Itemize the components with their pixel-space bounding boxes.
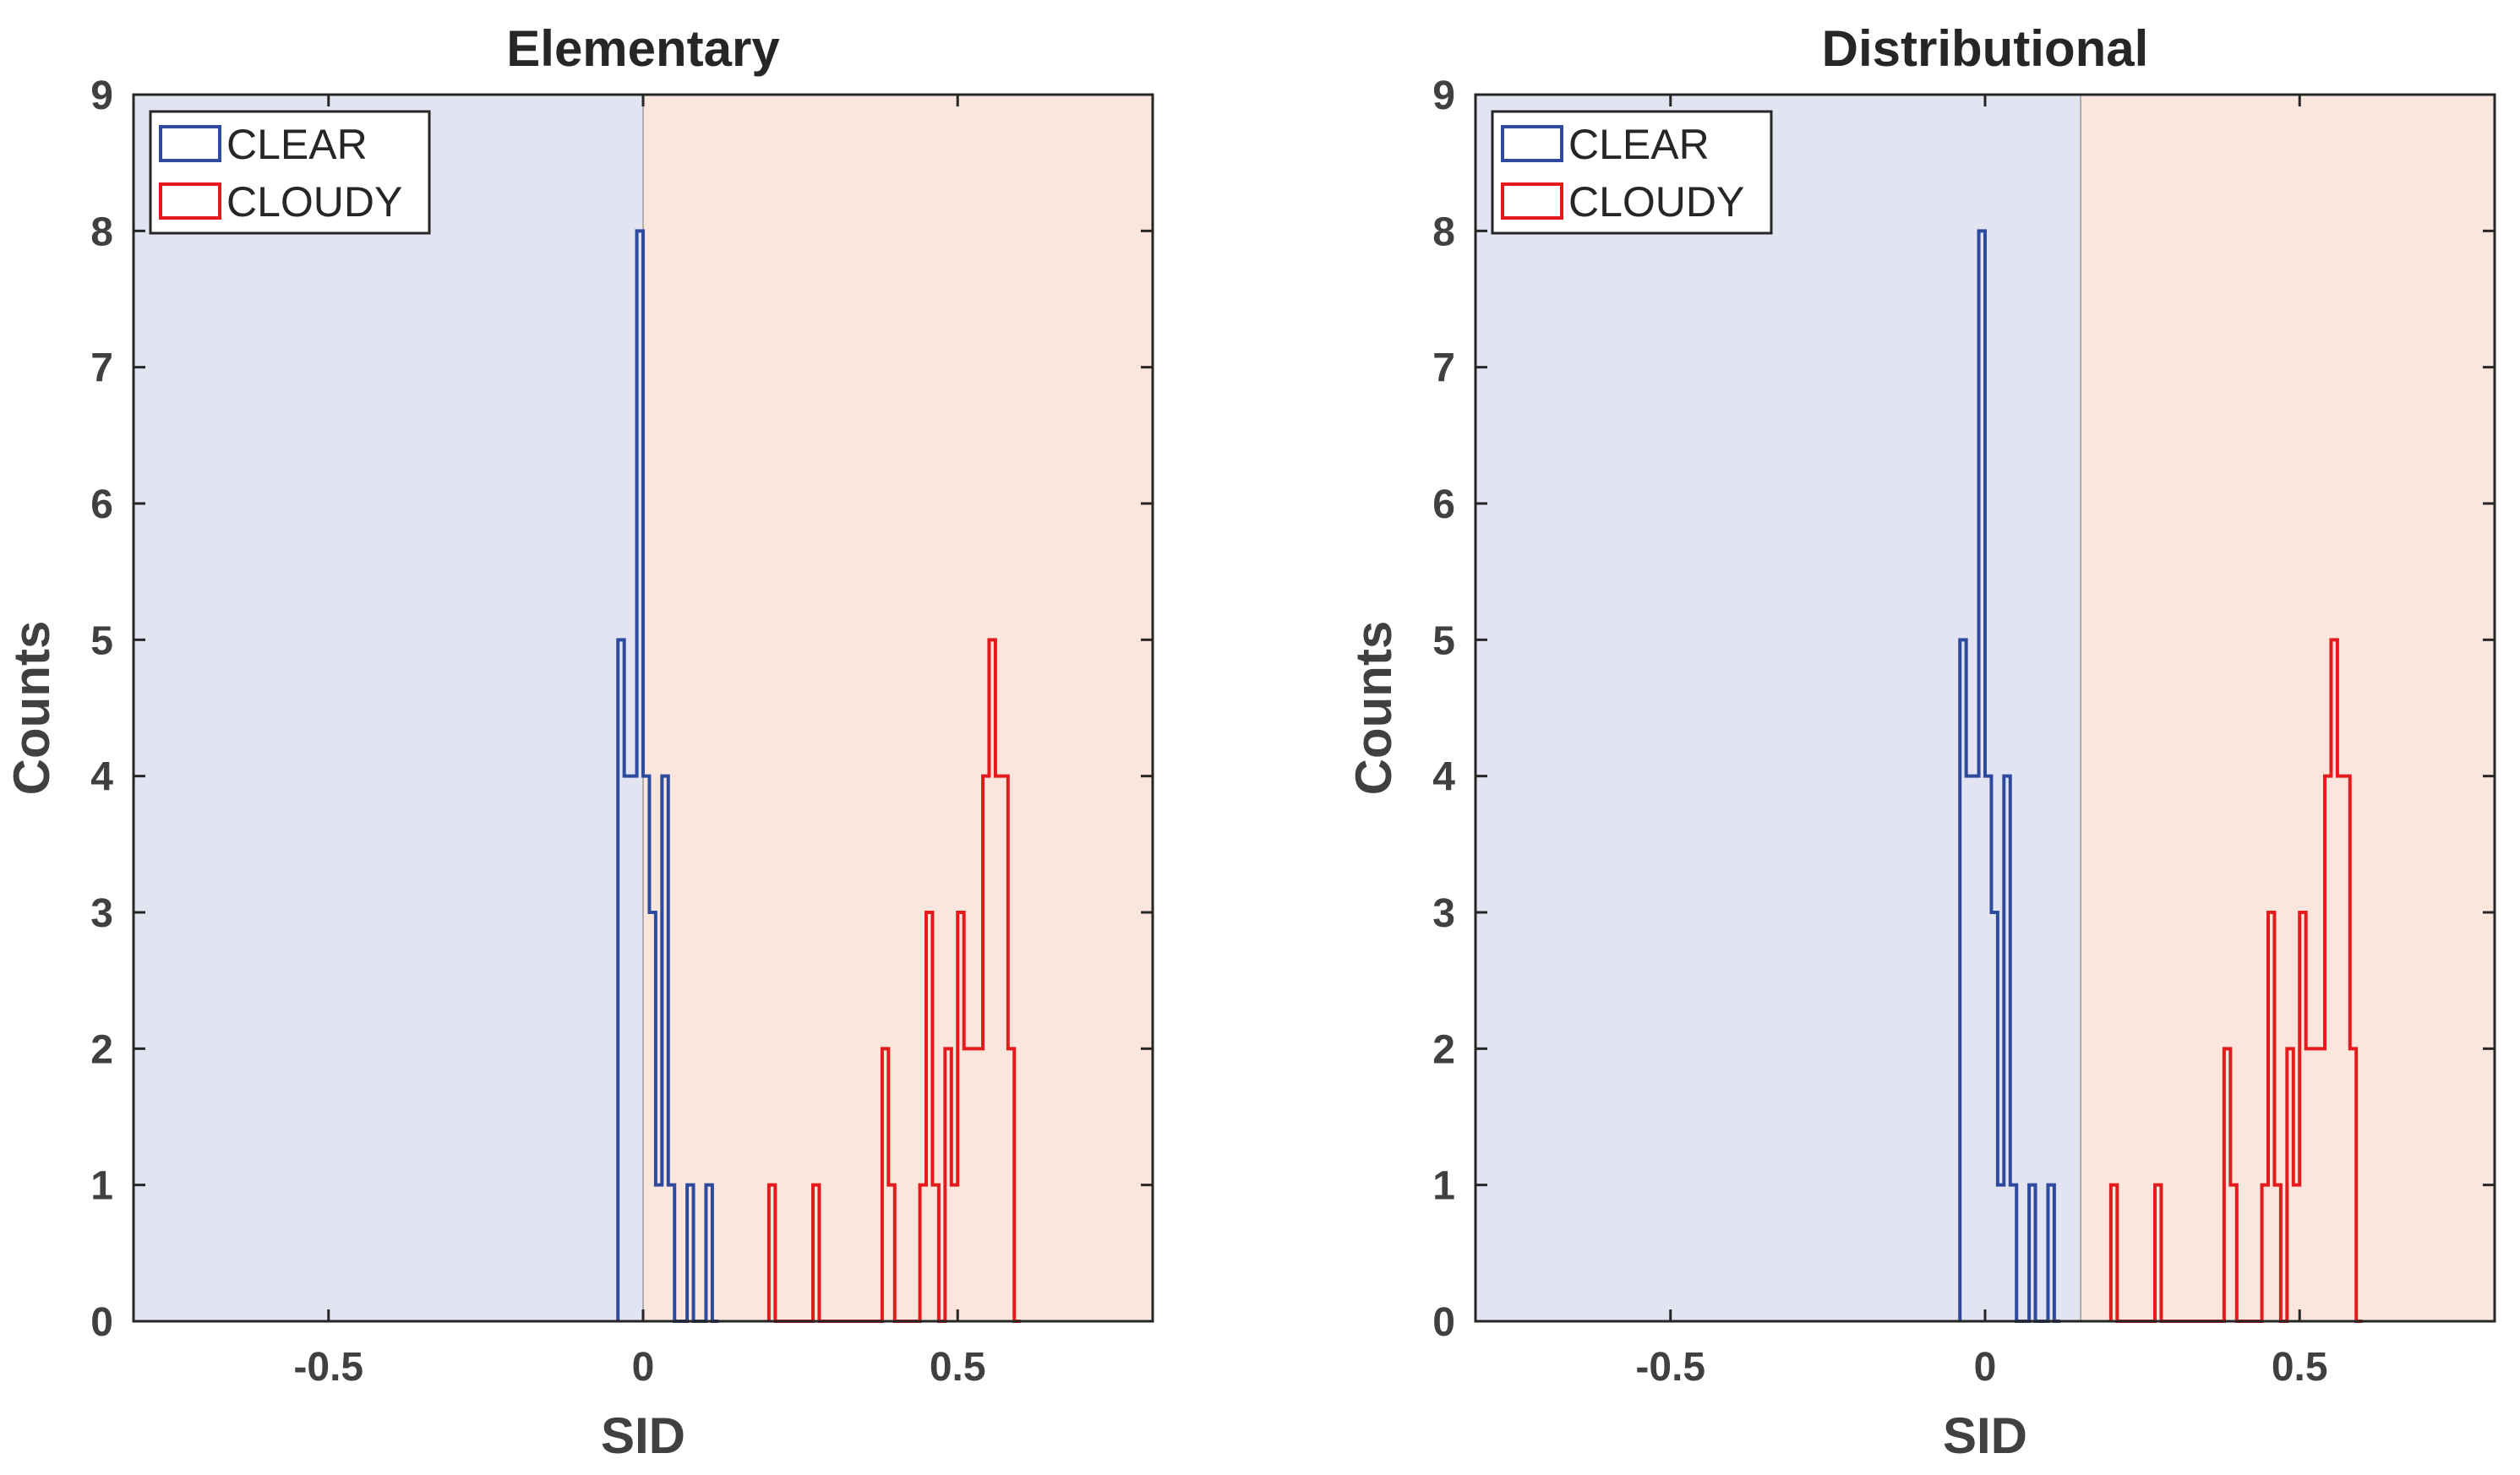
clear-region <box>134 95 643 1321</box>
y-tick-label: 7 <box>90 346 113 391</box>
y-tick-label: 8 <box>90 210 113 254</box>
legend: CLEAR CLOUDY <box>1491 110 1773 235</box>
x-tick-label: 0.5 <box>930 1345 986 1390</box>
y-tick-label: 8 <box>1432 210 1455 254</box>
y-tick-label: 7 <box>1432 346 1455 391</box>
x-tick-label: 0 <box>632 1345 655 1390</box>
y-tick-label: 1 <box>90 1164 113 1209</box>
y-tick-label: 6 <box>1432 482 1455 527</box>
y-tick-label: 9 <box>1432 73 1455 118</box>
chart-title: Elementary <box>506 20 780 77</box>
y-tick-label: 0 <box>1432 1300 1455 1345</box>
y-tick-label: 3 <box>1432 891 1455 936</box>
x-axis-label: SID <box>601 1407 685 1464</box>
x-tick-label: -0.5 <box>1635 1345 1705 1390</box>
legend-swatch-clear <box>159 125 221 162</box>
y-tick-label: 2 <box>1432 1027 1455 1072</box>
y-axis-label: Counts <box>1345 621 1402 796</box>
clear-region <box>1475 95 2081 1321</box>
legend-swatch-clear <box>1501 125 1563 162</box>
legend-label-cloudy: CLOUDY <box>226 178 402 226</box>
y-tick-label: 6 <box>90 482 113 527</box>
legend-swatch-cloudy <box>159 182 221 220</box>
y-tick-label: 4 <box>1432 755 1455 800</box>
chart-panel-elementary: -0.5 0 0.5 0 1 2 3 4 5 6 7 8 9 Elementary SID Counts CLE… <box>3 20 1154 1464</box>
y-tick-label: 2 <box>90 1027 113 1072</box>
x-tick-label: 0.5 <box>2272 1345 2328 1390</box>
x-tick-label: -0.5 <box>293 1345 363 1390</box>
x-tick-label: 0 <box>1974 1345 1997 1390</box>
y-tick-label: 4 <box>90 755 113 800</box>
y-tick-label: 3 <box>90 891 113 936</box>
legend-label-clear: CLEAR <box>226 121 368 168</box>
y-tick-label: 9 <box>90 73 113 118</box>
y-tick-label: 5 <box>1432 618 1455 663</box>
legend-label-clear: CLEAR <box>1568 121 1710 168</box>
legend-box <box>1491 110 1773 235</box>
y-axis-label: Counts <box>3 621 60 796</box>
legend-box <box>149 110 431 235</box>
cloudy-region <box>643 95 1153 1321</box>
x-axis-label: SID <box>1943 1407 2027 1464</box>
chart-panel-distributional: -0.5 0 0.5 0 1 2 3 4 5 6 7 8 9 Distributional SID Count… <box>1345 20 2496 1464</box>
y-tick-label: 1 <box>1432 1164 1455 1209</box>
legend: CLEAR CLOUDY <box>149 110 431 235</box>
y-tick-label: 5 <box>90 618 113 663</box>
y-tick-label: 0 <box>90 1300 113 1345</box>
legend-label-cloudy: CLOUDY <box>1568 178 1744 226</box>
legend-swatch-cloudy <box>1501 182 1563 220</box>
chart-title: Distributional <box>1822 20 2149 77</box>
